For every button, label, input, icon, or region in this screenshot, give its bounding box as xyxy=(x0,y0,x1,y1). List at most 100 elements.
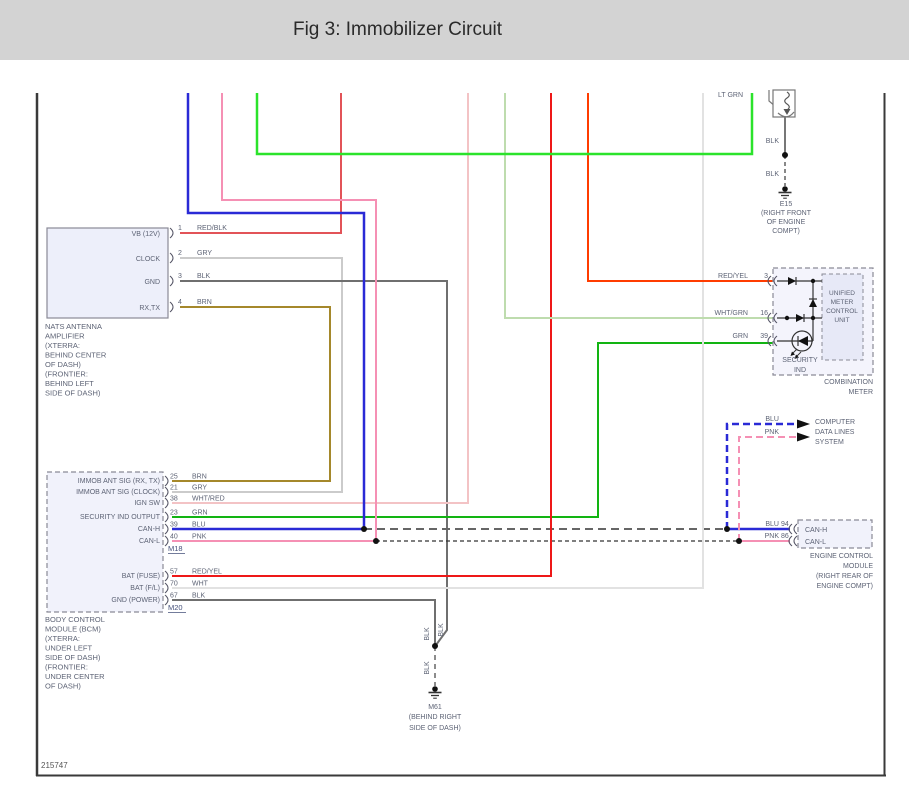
wire-color-label: WHT xyxy=(192,581,209,588)
bcm-connector-m18: M18 xyxy=(168,544,183,553)
bcm-pin-label: BAT (FUSE) xyxy=(122,573,160,580)
junction-dots xyxy=(361,152,816,649)
meter-unit-label: METER xyxy=(831,299,854,306)
bcm-pin-label: GND (POWER) xyxy=(111,597,160,604)
figure-title: Fig 3: Immobilizer Circuit xyxy=(292,19,503,40)
wire-pnk-data-line-dashed xyxy=(738,436,797,541)
wire-brn xyxy=(172,306,331,482)
security-ind-label: SECURITY xyxy=(782,357,818,364)
wire-color-label: RED/BLK xyxy=(197,225,227,232)
wire-color-label: RED/YEL xyxy=(718,273,748,280)
wire-color-label: GRY xyxy=(197,250,212,257)
wire-blk-nats xyxy=(180,280,448,646)
arrow-right-icon xyxy=(797,419,810,429)
nats-pin-label: GND xyxy=(144,279,160,286)
arrow-right-icon xyxy=(797,432,810,442)
meter-pin-number: 16 xyxy=(760,310,768,317)
bcm-pin-number: 38 xyxy=(170,496,178,503)
wire-color-label: BLK xyxy=(192,593,206,600)
nats-pin-label: CLOCK xyxy=(136,256,160,263)
m61-name: M61 xyxy=(428,704,442,711)
combination-meter-caption: METER xyxy=(849,389,874,396)
data-lines-desc: SYSTEM xyxy=(815,439,844,446)
bcm-pin-number: 23 xyxy=(170,510,178,517)
bcm-pin-label: SECURITY IND OUTPUT xyxy=(80,514,161,521)
bcm-pin-label: CAN-L xyxy=(139,538,160,545)
unified-meter-control-unit-box xyxy=(821,273,864,361)
bcm-pin-label: BAT (F/L) xyxy=(130,585,160,592)
wire-color-label: PNK xyxy=(765,533,780,540)
wire-color-label: BRN xyxy=(192,474,207,481)
wire-color-label: BLU xyxy=(765,416,779,423)
nats-pin-number: 1 xyxy=(178,225,182,232)
bcm-desc: (FRONTIER: xyxy=(45,663,88,672)
meter-internal-circuit xyxy=(777,277,822,359)
nats-pin-number: 2 xyxy=(178,250,182,257)
wire-wht-grn xyxy=(504,93,775,319)
m61-wire-label: BLK xyxy=(424,627,431,641)
ecm-desc: (RIGHT REAR OF xyxy=(816,573,873,580)
connector-pins xyxy=(164,227,798,606)
bcm-desc: UNDER LEFT xyxy=(45,644,93,653)
nats-pin-number: 3 xyxy=(178,273,182,280)
wire-color-label: GRN xyxy=(732,333,748,340)
bcm-desc: (XTERRA: xyxy=(45,634,80,643)
nats-desc: AMPLIFIER xyxy=(45,332,85,341)
meter-unit-label: UNIT xyxy=(834,317,849,324)
nats-pin-label: VB (12V) xyxy=(132,231,160,238)
ecm-pin-label: CAN-L xyxy=(805,539,826,546)
wire-lt-grn xyxy=(255,93,754,156)
nats-desc: (FRONTIER: xyxy=(45,370,88,379)
bcm-pin-number: 40 xyxy=(170,534,178,541)
nats-desc: OF DASH) xyxy=(45,360,81,369)
m61-wire-label: BLK xyxy=(424,661,431,675)
wire-color-label: BLK xyxy=(197,273,211,280)
wire-color-label: GRY xyxy=(192,485,207,492)
m61-desc: SIDE OF DASH) xyxy=(409,725,461,732)
bcm-desc: OF DASH) xyxy=(45,682,81,691)
wire-color-label: BRN xyxy=(197,299,212,306)
wire-pnk-can-l-branch xyxy=(221,93,377,541)
bcm-pin-label: IGN SW xyxy=(134,500,160,507)
meter-pin-number: 39 xyxy=(760,333,768,340)
meter-pin-number: 3 xyxy=(764,273,768,280)
meter-unit-label: CONTROL xyxy=(826,308,858,315)
diode-icon xyxy=(796,314,804,322)
security-indicator-led-icon xyxy=(791,330,813,352)
antenna-coil-component xyxy=(768,89,796,118)
ecm-desc: ENGINE CONTROL xyxy=(810,553,873,560)
bcm-desc: UNDER CENTER xyxy=(45,672,105,681)
nats-amplifier-box xyxy=(46,227,169,319)
m61-desc: (BEHIND RIGHT xyxy=(409,714,462,721)
bcm-connector-m20: M20 xyxy=(168,603,183,612)
ecm-pin-number: 94 xyxy=(781,521,789,528)
doc-number: 215747 xyxy=(41,761,68,770)
combination-meter-caption: COMBINATION xyxy=(824,379,873,386)
security-ind-label: IND xyxy=(794,367,806,374)
wire-color-label: GRN xyxy=(192,510,208,517)
wire-color-label: PNK xyxy=(192,534,207,541)
wire-color-label: WHT/RED xyxy=(192,496,225,503)
bcm-pin-number: 25 xyxy=(170,474,178,481)
m61-wire-label: BLK xyxy=(438,623,445,637)
meter-unit-label: UNIFIED xyxy=(829,290,855,297)
nats-desc: BEHIND LEFT xyxy=(45,379,94,388)
e15-wire-label: BLK xyxy=(766,171,780,178)
bcm-pin-number: 57 xyxy=(170,569,178,576)
diode-icon xyxy=(809,299,817,307)
nats-desc: NATS ANTENNA xyxy=(45,322,102,331)
ground-m61-icon xyxy=(427,685,443,700)
wire-red-blk xyxy=(180,93,342,234)
wire-color-label: RED/YEL xyxy=(192,569,222,576)
ecm-pin-number: 86 xyxy=(781,533,789,540)
e15-wire-label: BLK xyxy=(766,138,780,145)
ground-e15-icon xyxy=(777,185,793,199)
wire-color-label: BLU xyxy=(765,521,779,528)
wire-blk-bcm xyxy=(172,599,436,645)
wire-red-yel-bcm xyxy=(172,93,552,577)
nats-desc: BEHIND CENTER xyxy=(45,351,107,360)
e15-desc: OF ENGINE xyxy=(767,219,806,226)
wire-color-label: WHT/GRN xyxy=(715,310,748,317)
wires xyxy=(172,93,797,686)
figure-header: Fig 3: Immobilizer Circuit xyxy=(0,0,909,60)
